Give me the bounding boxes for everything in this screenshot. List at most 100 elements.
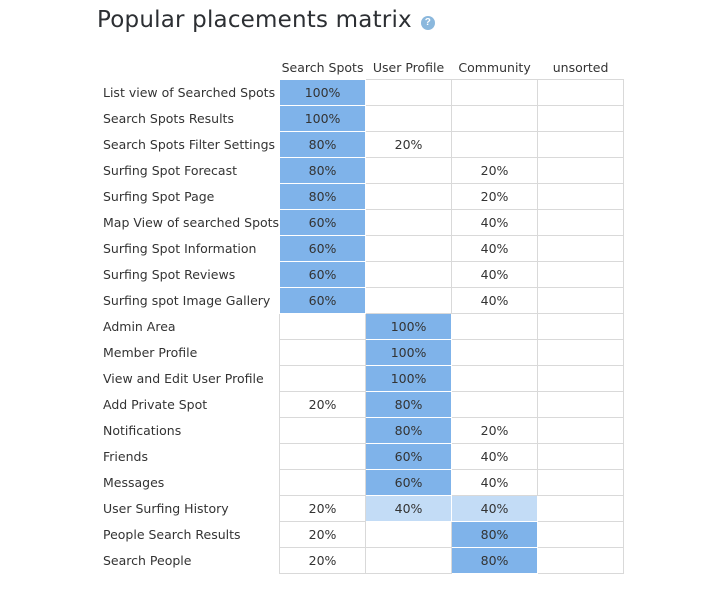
matrix-cell: 100% <box>365 365 453 392</box>
matrix-row: Map View of searched Spots 60% 40% <box>97 209 625 236</box>
matrix-cell: 20% <box>279 391 367 418</box>
matrix-cell: 100% <box>279 79 367 106</box>
row-label: Surfing spot Image Gallery <box>103 293 271 308</box>
matrix-cell <box>279 443 367 470</box>
column-header: Search Spots <box>281 60 364 75</box>
matrix-row: View and Edit User Profile 100% <box>97 365 625 392</box>
matrix-body: List view of Searched Spots 100% Search Sp… <box>97 79 625 574</box>
matrix-cell <box>451 339 539 366</box>
row-label: Map View of searched Spots <box>103 215 280 230</box>
matrix-cell <box>279 313 367 340</box>
matrix-cell <box>279 469 367 496</box>
matrix-cell <box>365 235 453 262</box>
matrix-cell: 80% <box>279 183 367 210</box>
row-label: Admin Area <box>103 319 176 334</box>
column-header: unsorted <box>552 60 609 75</box>
matrix-cell <box>365 547 453 574</box>
matrix-cell: 40% <box>451 443 539 470</box>
matrix-cell: 20% <box>279 495 367 522</box>
matrix-cell <box>537 131 625 158</box>
matrix-cell <box>365 209 453 236</box>
matrix-cell: 80% <box>451 547 539 574</box>
matrix-cell <box>537 79 625 106</box>
matrix-row: Surfing Spot Information 60% 40% <box>97 235 625 262</box>
matrix-row: Surfing Spot Forecast 80% 20% <box>97 157 625 184</box>
matrix-cell <box>537 443 625 470</box>
row-label: Surfing Spot Forecast <box>103 163 237 178</box>
matrix-cell <box>537 547 625 574</box>
matrix-cell <box>451 365 539 392</box>
column-header-row: Search Spots User Profile Community unsorte… <box>97 56 624 80</box>
row-label: Search People <box>103 553 192 568</box>
matrix-cell: 20% <box>451 417 539 444</box>
matrix-cell <box>365 521 453 548</box>
matrix-cell <box>537 261 625 288</box>
matrix-cell: 60% <box>279 261 367 288</box>
matrix-cell <box>537 521 625 548</box>
matrix-cell <box>537 365 625 392</box>
matrix-row: Add Private Spot 20% 80% <box>97 391 625 418</box>
row-label: Surfing Spot Information <box>103 241 257 256</box>
matrix-cell <box>279 365 367 392</box>
matrix-row: People Search Results 20% 80% <box>97 521 625 548</box>
matrix-row: Admin Area 100% <box>97 313 625 340</box>
matrix-cell: 100% <box>279 105 367 132</box>
matrix-cell <box>279 339 367 366</box>
matrix-row: Search People 20% 80% <box>97 547 625 574</box>
matrix-cell <box>451 313 539 340</box>
matrix-cell <box>537 287 625 314</box>
matrix-cell <box>365 79 453 106</box>
column-header: User Profile <box>372 60 445 75</box>
matrix-cell: 80% <box>365 391 453 418</box>
matrix-cell <box>537 339 625 366</box>
page-title: Popular placements matrix <box>97 7 412 33</box>
row-label: People Search Results <box>103 527 241 542</box>
matrix-cell: 60% <box>279 209 367 236</box>
matrix-cell <box>451 105 539 132</box>
matrix-cell <box>537 313 625 340</box>
column-header: Community <box>458 60 531 75</box>
matrix-cell: 40% <box>451 495 539 522</box>
matrix-cell: 40% <box>451 209 539 236</box>
matrix-cell <box>365 287 453 314</box>
matrix-cell <box>537 495 625 522</box>
matrix-cell <box>537 391 625 418</box>
row-label: Notifications <box>103 423 182 438</box>
matrix-cell: 60% <box>279 235 367 262</box>
matrix-cell: 100% <box>365 313 453 340</box>
matrix-cell <box>365 183 453 210</box>
matrix-cell: 80% <box>279 131 367 158</box>
matrix-row: Surfing Spot Reviews 60% 40% <box>97 261 625 288</box>
matrix-cell <box>365 261 453 288</box>
matrix-cell: 80% <box>279 157 367 184</box>
matrix-cell: 20% <box>451 157 539 184</box>
row-label: Surfing Spot Page <box>103 189 215 204</box>
matrix-row: Friends 60% 40% <box>97 443 625 470</box>
matrix-cell <box>537 469 625 496</box>
row-label: User Surfing History <box>103 501 229 516</box>
matrix-cell: 20% <box>279 547 367 574</box>
matrix-row: Messages 60% 40% <box>97 469 625 496</box>
row-label: Add Private Spot <box>103 397 208 412</box>
matrix-cell: 20% <box>365 131 453 158</box>
matrix-cell: 40% <box>451 235 539 262</box>
matrix-cell: 20% <box>451 183 539 210</box>
matrix-cell: 20% <box>279 521 367 548</box>
matrix-row: Surfing Spot Page 80% 20% <box>97 183 625 210</box>
matrix-row: Search Spots Results 100% <box>97 105 625 132</box>
matrix-cell: 60% <box>365 469 453 496</box>
row-label: View and Edit User Profile <box>103 371 264 386</box>
matrix-cell <box>365 157 453 184</box>
matrix-row: Search Spots Filter Settings 80% 20% <box>97 131 625 158</box>
row-label: Member Profile <box>103 345 198 360</box>
matrix-row: List view of Searched Spots 100% <box>97 79 625 106</box>
matrix-cell: 60% <box>279 287 367 314</box>
matrix-row: User Surfing History 20% 40% 40% <box>97 495 625 522</box>
help-icon[interactable]: ? <box>420 16 435 30</box>
matrix-cell: 80% <box>451 521 539 548</box>
row-label: Surfing Spot Reviews <box>103 267 236 282</box>
matrix-cell <box>537 417 625 444</box>
matrix-row: Notifications 80% 20% <box>97 417 625 444</box>
row-label: List view of Searched Spots <box>103 85 276 100</box>
row-label: Search Spots Results <box>103 111 234 126</box>
